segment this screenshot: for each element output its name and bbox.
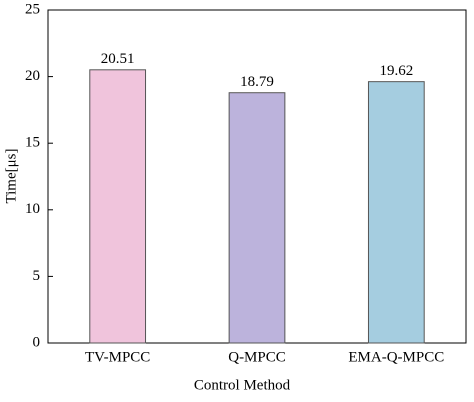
- bar: [228, 92, 286, 344]
- data-label: 20.51: [101, 51, 135, 67]
- bar: [89, 69, 147, 344]
- y-tick-label: 5: [33, 268, 41, 284]
- data-label: 18.79: [240, 74, 274, 90]
- x-tick-label: EMA-Q-MPCC: [348, 349, 444, 365]
- x-tick-label: TV-MPCC: [85, 349, 150, 365]
- y-axis-label: Time[μs]: [3, 149, 19, 204]
- bar: [367, 81, 425, 344]
- data-label: 19.62: [379, 63, 413, 79]
- y-tick-label: 15: [25, 135, 40, 151]
- y-tick-label: 25: [25, 1, 40, 17]
- y-tick-label: 10: [25, 201, 40, 217]
- y-tick-label: 0: [33, 334, 41, 350]
- x-tick-label: Q-MPCC: [228, 349, 286, 365]
- y-tick-label: 20: [25, 68, 40, 84]
- x-axis-label: Control Method: [194, 377, 291, 393]
